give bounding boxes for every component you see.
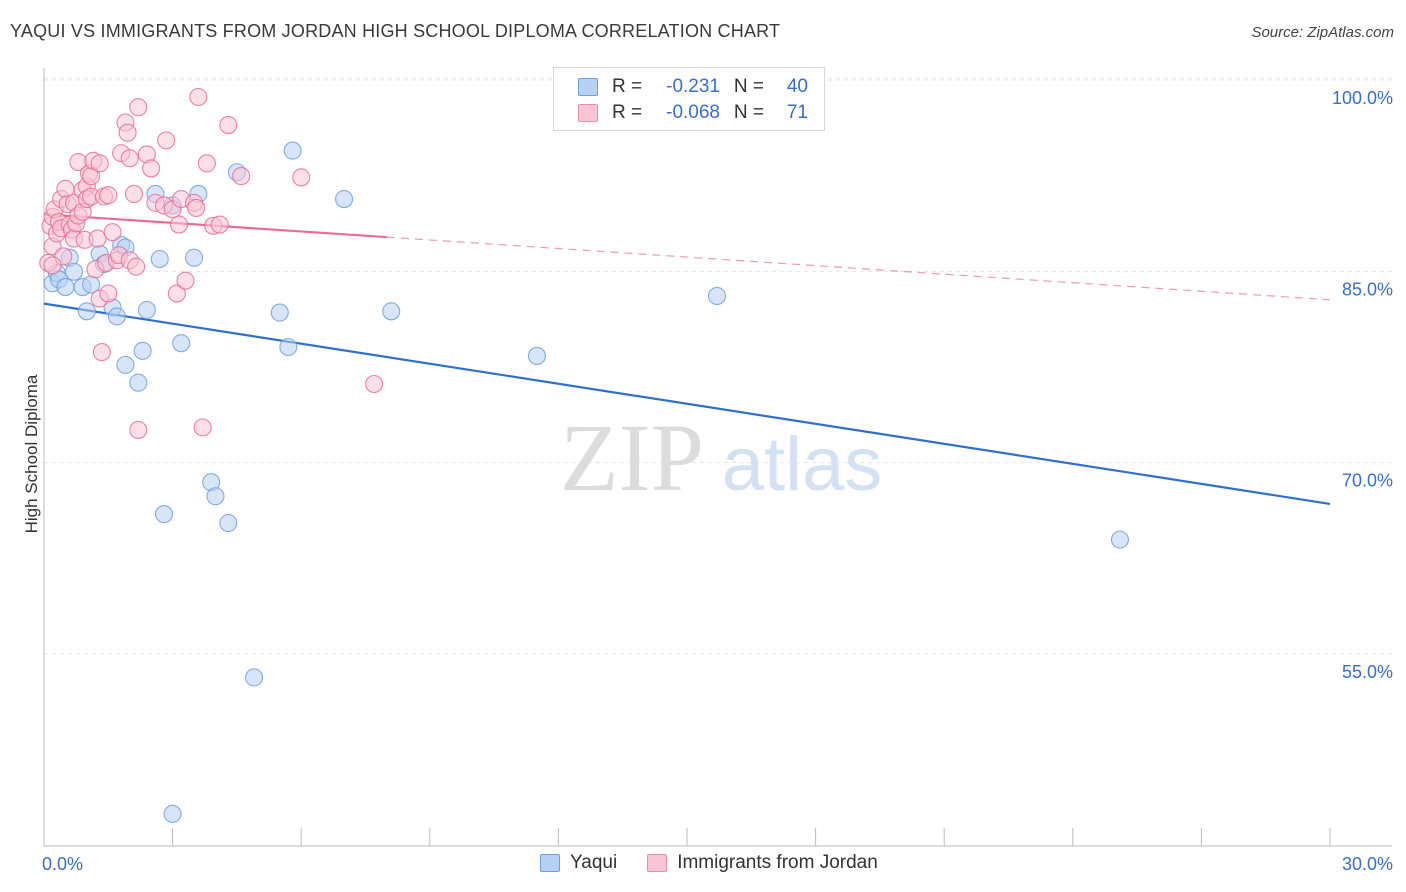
y-axis-label: High School Diploma <box>22 374 41 534</box>
x-tick-label: 0.0% <box>42 854 83 874</box>
point-jordan <box>365 374 384 394</box>
legend-swatch-yaqui <box>578 78 598 96</box>
point-jordan <box>88 229 107 248</box>
point-jordan <box>187 198 206 218</box>
point-yaqui <box>527 346 547 365</box>
trend-line-extension-jordan <box>386 236 1331 301</box>
point-yaqui <box>129 373 148 392</box>
legend-row-yaqui: R = -0.231 N = 40 <box>578 75 808 99</box>
point-yaqui <box>270 303 289 322</box>
point-yaqui <box>283 141 302 160</box>
grid-lines <box>44 77 1392 655</box>
point-jordan <box>120 149 139 168</box>
point-yaqui <box>133 341 152 360</box>
y-tick-label: 55.0% <box>1342 662 1393 682</box>
legend-n-label: N = <box>733 102 764 123</box>
data-points <box>39 87 1130 823</box>
trend-line-yaqui <box>43 302 1331 505</box>
series-legend-item-yaqui[interactable]: Yaqui <box>540 852 617 874</box>
y-tick-label: 100.0% <box>1332 88 1393 108</box>
series-legend: Yaqui Immigrants from Jordan <box>540 852 908 874</box>
x-tick-label: 30.0% <box>1342 854 1393 874</box>
point-jordan <box>142 159 161 178</box>
point-yaqui <box>77 302 96 321</box>
point-yaqui <box>219 513 238 533</box>
legend-r-label: R = <box>612 102 643 123</box>
point-yaqui <box>1110 530 1130 549</box>
point-yaqui <box>56 278 75 297</box>
point-jordan <box>232 167 251 186</box>
point-yaqui <box>64 262 84 281</box>
legend-n-label: N = <box>733 76 764 97</box>
point-yaqui <box>244 668 264 687</box>
point-jordan <box>210 215 229 234</box>
point-jordan <box>189 87 208 107</box>
watermark-zip: ZIP <box>560 404 704 511</box>
point-jordan <box>90 154 109 173</box>
point-yaqui <box>382 302 401 321</box>
point-yaqui <box>184 248 204 267</box>
watermark: ZIP atlas <box>560 404 882 511</box>
series-swatch-yaqui <box>540 854 560 872</box>
series-legend-label-yaqui: Yaqui <box>570 852 618 873</box>
chart-title: YAQUI VS IMMIGRANTS FROM JORDAN HIGH SCH… <box>10 21 781 41</box>
legend-n-value-jordan: 71 <box>786 102 808 123</box>
point-jordan <box>292 168 311 187</box>
chart-source: Source: ZipAtlas.com <box>1251 24 1394 41</box>
point-jordan <box>103 223 122 242</box>
point-jordan <box>127 257 146 276</box>
legend-r-value-yaqui: -0.231 <box>666 76 720 97</box>
point-jordan <box>193 418 212 437</box>
point-yaqui <box>150 249 169 269</box>
axes <box>43 68 1392 847</box>
point-yaqui <box>335 189 354 209</box>
series-legend-item-jordan[interactable]: Immigrants from Jordan <box>647 852 878 874</box>
point-jordan <box>167 284 186 303</box>
point-jordan <box>129 420 148 439</box>
point-yaqui <box>172 334 191 353</box>
point-yaqui <box>154 505 174 524</box>
stats-legend: R = -0.231 N = 40 R = -0.068 N = 71 <box>553 67 825 131</box>
point-jordan <box>157 131 176 150</box>
legend-row-jordan: R = -0.068 N = 71 <box>578 101 808 125</box>
point-jordan <box>219 116 238 135</box>
point-jordan <box>169 215 189 234</box>
y-tick-label: 70.0% <box>1342 471 1393 491</box>
series-legend-label-jordan: Immigrants from Jordan <box>677 852 878 873</box>
point-yaqui <box>116 355 135 374</box>
point-jordan <box>118 123 137 142</box>
point-jordan <box>99 284 118 303</box>
point-yaqui <box>107 307 126 326</box>
point-jordan <box>92 343 111 362</box>
point-yaqui <box>206 487 225 506</box>
point-yaqui <box>707 286 727 306</box>
legend-r-value-jordan: -0.068 <box>666 102 720 123</box>
point-yaqui <box>279 337 298 357</box>
point-jordan <box>197 154 216 173</box>
point-jordan <box>124 184 144 203</box>
tick-labels: 100.0% 85.0% 70.0% 55.0% 0.0% 30.0% <box>42 88 1393 874</box>
point-yaqui <box>163 804 182 823</box>
legend-n-value-yaqui: 40 <box>786 76 808 97</box>
point-jordan <box>129 98 148 117</box>
legend-r-label: R = <box>612 76 643 97</box>
point-jordan <box>176 271 195 290</box>
legend-swatch-jordan <box>578 104 598 122</box>
point-jordan <box>43 256 62 275</box>
series-swatch-jordan <box>647 854 668 872</box>
point-jordan <box>99 186 118 205</box>
watermark-atlas: atlas <box>722 422 883 507</box>
y-tick-label: 85.0% <box>1342 279 1393 299</box>
point-yaqui <box>137 300 156 320</box>
